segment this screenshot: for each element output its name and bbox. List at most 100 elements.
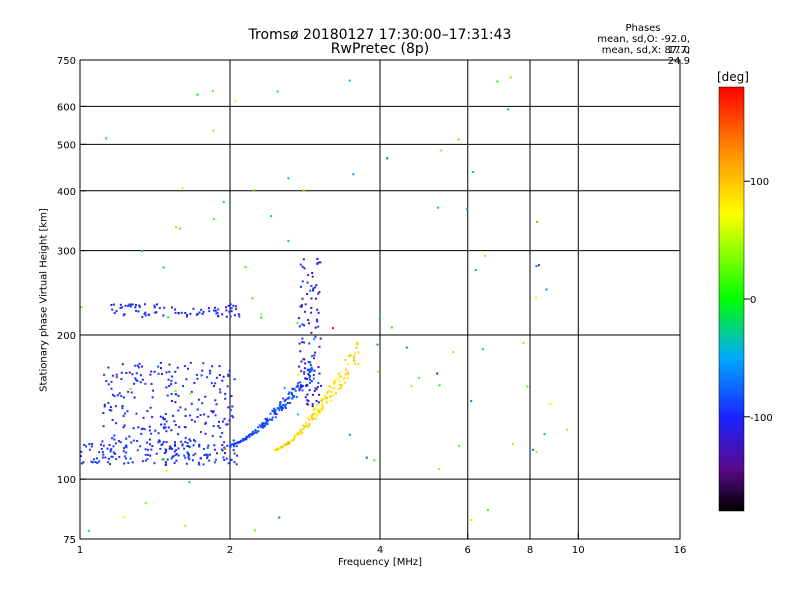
x-tick-label: 6 (465, 545, 471, 556)
data-point (168, 445, 171, 448)
data-point (288, 391, 291, 394)
data-point (179, 227, 181, 230)
data-point (252, 188, 255, 191)
data-point (107, 457, 110, 460)
data-point (156, 303, 158, 306)
data-point (248, 435, 251, 438)
data-point (142, 416, 145, 419)
data-point (122, 314, 125, 317)
data-point (205, 453, 208, 456)
data-point (338, 372, 341, 375)
y-tick-label: 100 (57, 475, 76, 486)
data-point (115, 442, 117, 445)
data-point (418, 376, 421, 379)
data-point (91, 461, 94, 464)
data-point (526, 385, 529, 388)
data-point (313, 338, 316, 341)
data-point (101, 451, 104, 454)
data-point (107, 383, 110, 386)
data-point (318, 291, 321, 293)
data-point (293, 395, 295, 398)
data-point (80, 306, 83, 309)
data-point (130, 391, 133, 394)
data-point (321, 403, 324, 406)
y-tick-label: 600 (57, 102, 76, 113)
data-point (347, 373, 350, 376)
data-point (268, 418, 271, 421)
data-point (130, 303, 133, 306)
data-point (303, 367, 306, 370)
data-point (218, 365, 221, 368)
data-point (312, 417, 315, 420)
data-point (129, 457, 132, 460)
data-point (329, 395, 332, 398)
data-point (197, 398, 200, 401)
data-point (405, 346, 408, 349)
data-point (227, 406, 230, 409)
data-point (302, 427, 305, 430)
x-tick-label: 10 (572, 545, 585, 556)
colorbar-tick-label: 0 (750, 295, 756, 306)
data-point (203, 413, 206, 416)
data-point (143, 428, 146, 431)
chart-subtitle: RwPretec (8p) (330, 41, 430, 57)
data-point (470, 399, 473, 402)
data-point (94, 461, 97, 463)
data-point (352, 355, 355, 358)
data-point (189, 414, 192, 417)
data-point (83, 444, 86, 446)
data-point (325, 397, 328, 400)
y-tick-label: 750 (57, 56, 76, 67)
data-point (138, 304, 141, 307)
data-point (138, 362, 141, 365)
data-point (470, 519, 473, 521)
data-point (218, 420, 220, 423)
data-point (214, 382, 217, 385)
data-point (273, 411, 276, 414)
data-point (221, 313, 224, 316)
data-point (458, 444, 461, 447)
data-point (206, 454, 209, 457)
data-point (151, 445, 154, 447)
data-point (144, 459, 147, 462)
colorbar-unit: [deg] (717, 70, 749, 84)
data-point (165, 430, 168, 433)
data-point (314, 335, 317, 338)
data-point (170, 429, 173, 432)
data-point (204, 422, 207, 425)
data-point (222, 456, 225, 459)
data-point (232, 416, 235, 419)
data-point (212, 410, 215, 413)
data-point (314, 351, 317, 354)
data-point (201, 369, 204, 372)
data-point (136, 440, 139, 442)
data-point (303, 310, 306, 313)
data-point (251, 297, 254, 300)
data-point (264, 424, 266, 427)
data-point (271, 410, 274, 412)
data-point (306, 393, 309, 396)
data-point (282, 397, 285, 400)
data-point (193, 439, 195, 441)
data-point (206, 376, 209, 379)
data-point (227, 375, 230, 377)
data-point (320, 384, 322, 387)
y-tick-label: 200 (57, 331, 76, 342)
data-point (103, 373, 106, 376)
data-point (330, 386, 333, 389)
data-point (135, 379, 138, 382)
data-point (114, 405, 117, 408)
data-point (235, 463, 238, 466)
data-point (189, 312, 192, 315)
data-point (113, 395, 116, 398)
data-point (279, 401, 282, 403)
data-point (134, 306, 137, 309)
data-point (150, 432, 153, 435)
data-point (233, 378, 236, 381)
data-point (107, 461, 110, 464)
data-point (309, 361, 312, 364)
data-point (248, 434, 250, 437)
data-point (436, 206, 439, 209)
data-point (194, 420, 196, 423)
data-point (109, 450, 112, 453)
